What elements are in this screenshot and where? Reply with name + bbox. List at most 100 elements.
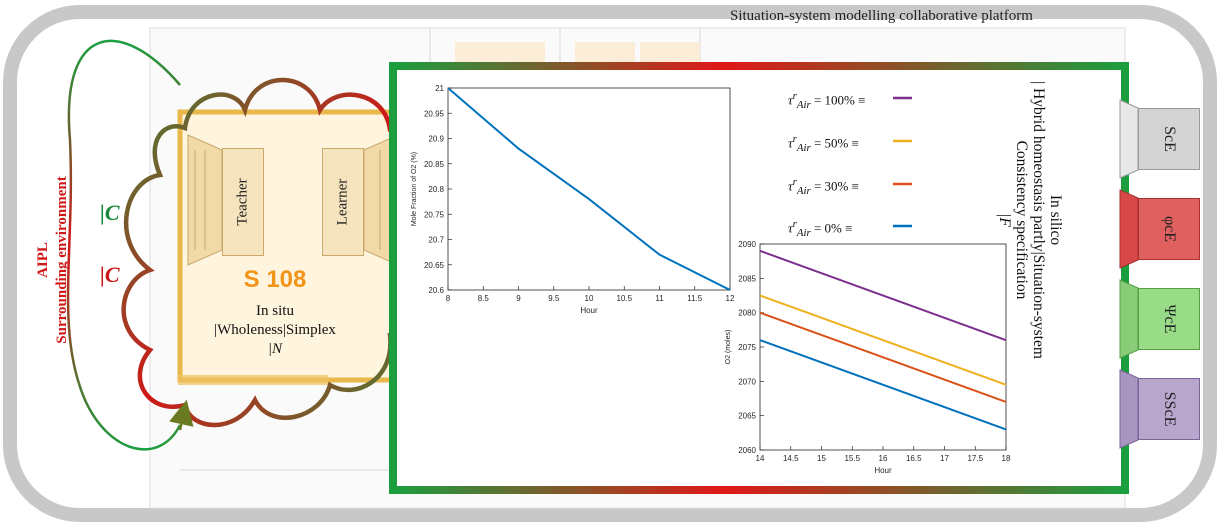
x-tick-label: 11: [655, 294, 664, 303]
legend-value: = 0% ≡: [813, 220, 853, 236]
insilico-line-1: In silico: [1047, 194, 1064, 246]
teacher-box: Teacher: [222, 148, 264, 256]
y-tick-label: 2065: [738, 412, 756, 421]
x-tick-label: 10.5: [616, 294, 632, 303]
legend-value: = 100% ≡: [813, 92, 866, 108]
y-axis-label: O2 (moles): [725, 330, 732, 365]
y-axis-label: Mole Fraction of O2 (%): [411, 152, 418, 226]
plot-area: [759, 243, 1007, 451]
x-tick-label: 16.5: [906, 454, 922, 463]
legend-symbol: τ: [788, 135, 793, 151]
legend-sup: r: [792, 218, 797, 230]
series-line-0: [759, 249, 1007, 342]
x-axis-label: Hour: [874, 466, 892, 475]
coupling-label-green: |C: [100, 200, 120, 225]
tab-phice-body: [1138, 198, 1200, 260]
x-tick-label: 18: [1002, 454, 1011, 463]
environment-label-block: AIPL Surrounding environment: [8, 140, 98, 380]
legend-sub: Air: [796, 141, 811, 154]
legend-value: = 30% ≡: [813, 178, 859, 194]
plot-area: [447, 87, 731, 291]
chart-o2-fraction: 8 8.5 9 9.5 10 10.5 11 11.5 12 20.6 20.65 20.7 20.75…: [411, 84, 735, 315]
y-tick-label: 20.7: [428, 236, 444, 245]
x-tick-label: 14: [756, 454, 765, 463]
x-tick-label: 9: [516, 294, 521, 303]
tab-psice-label: ΨcE: [1161, 304, 1178, 334]
tab-sce-body: [1138, 108, 1200, 170]
y-tick-label: 20.95: [424, 109, 445, 118]
series-line-1: [759, 294, 1007, 386]
classroom-cloud: [121, 77, 425, 428]
legend-sub: Air: [796, 184, 811, 197]
x-tick-label: 17.5: [967, 454, 983, 463]
x-axis-label: Hour: [580, 306, 598, 315]
legend-item-50: τrAir = 50% ≡: [788, 133, 859, 154]
legend-sup: r: [792, 133, 797, 145]
legend-sub: Air: [796, 226, 811, 239]
y-tick-label: 2085: [738, 274, 756, 283]
learner-box: Learner: [322, 148, 364, 256]
legend-item-0: τrAir = 0% ≡: [788, 218, 852, 239]
legend-sup: r: [792, 176, 797, 188]
insilico-line-3: Consistency specification: [1013, 140, 1030, 300]
legend-sub: Air: [796, 98, 811, 111]
environment-label: Surrounding environment: [54, 176, 70, 344]
y-tick-label: 20.65: [424, 261, 445, 270]
teacher-desk-shape: [187, 134, 223, 266]
series-line-2: [759, 311, 1007, 403]
legend-item-100: τrAir = 100% ≡: [788, 90, 865, 111]
tab-connectors: [1119, 99, 1139, 449]
insilico-line-4: |F: [996, 213, 1013, 227]
y-tick-label: 21: [435, 84, 444, 93]
x-tick-label: 15: [817, 454, 826, 463]
legend-sup: r: [792, 90, 797, 102]
y-tick-label: 2060: [738, 446, 756, 455]
tab-sce-label: ScE: [1161, 126, 1178, 152]
legend-value: = 50% ≡: [813, 135, 859, 151]
tab-ssce[interactable]: SScE: [1138, 378, 1200, 440]
y-tick-label: 20.9: [428, 135, 444, 144]
y-tick-label: 2090: [738, 240, 756, 249]
x-tick-label: 9.5: [548, 294, 560, 303]
y-tick-label: 2080: [738, 309, 756, 318]
x-tick-label: 10: [585, 294, 594, 303]
coupling-label-red: |C: [100, 262, 120, 287]
room-number: S 108: [243, 266, 307, 293]
x-tick-label: 8: [446, 294, 451, 303]
legend-symbol: τ: [788, 178, 793, 194]
x-tick-label: 11.5: [687, 294, 703, 303]
tab-psice[interactable]: ΨcE: [1138, 288, 1200, 350]
teacher-label: Teacher: [234, 178, 251, 226]
y-tick-label: 20.85: [424, 160, 445, 169]
x-tick-label: 16: [879, 454, 888, 463]
insilico-line-2: | Hybrid homeostasis partly|Situation-sy…: [1030, 81, 1047, 359]
insitu-line-1: In situ: [256, 303, 294, 319]
platform-title: Situation-system modelling collaborative…: [730, 8, 1033, 24]
insilico-description: In silico | Hybrid homeostasis partly|Si…: [950, 30, 1110, 410]
tab-ssce-body: [1138, 378, 1200, 440]
x-tick-label: 15.5: [844, 454, 860, 463]
y-tick-label: 2070: [738, 377, 756, 386]
tab-ssce-label: SScE: [1161, 391, 1178, 427]
insitu-line-2: |Wholeness|Simplex: [214, 322, 336, 338]
series-line-0: [447, 87, 731, 291]
tab-phice[interactable]: φcE: [1138, 198, 1200, 260]
environment-loop: [66, 39, 182, 451]
x-tick-label: 8.5: [478, 294, 490, 303]
legend-symbol: τ: [788, 220, 793, 236]
x-tick-label: 17: [940, 454, 949, 463]
tab-sce[interactable]: ScE: [1138, 108, 1200, 170]
legend-item-30: τrAir = 30% ≡: [788, 176, 859, 197]
platform-frame: [3, 5, 1217, 522]
x-tick-label: 14.5: [783, 454, 799, 463]
environment-name: AIPL: [35, 242, 51, 278]
series-line-3: [759, 339, 1007, 431]
insitu-description: In situ |Wholeness|Simplex |N: [205, 302, 345, 359]
x-tick-label: 12: [726, 294, 735, 303]
y-tick-label: 20.8: [428, 185, 444, 194]
y-tick-label: 2075: [738, 343, 756, 352]
y-tick-label: 20.75: [424, 210, 445, 219]
legend-markers: [893, 96, 912, 228]
y-tick-label: 20.6: [428, 286, 444, 295]
